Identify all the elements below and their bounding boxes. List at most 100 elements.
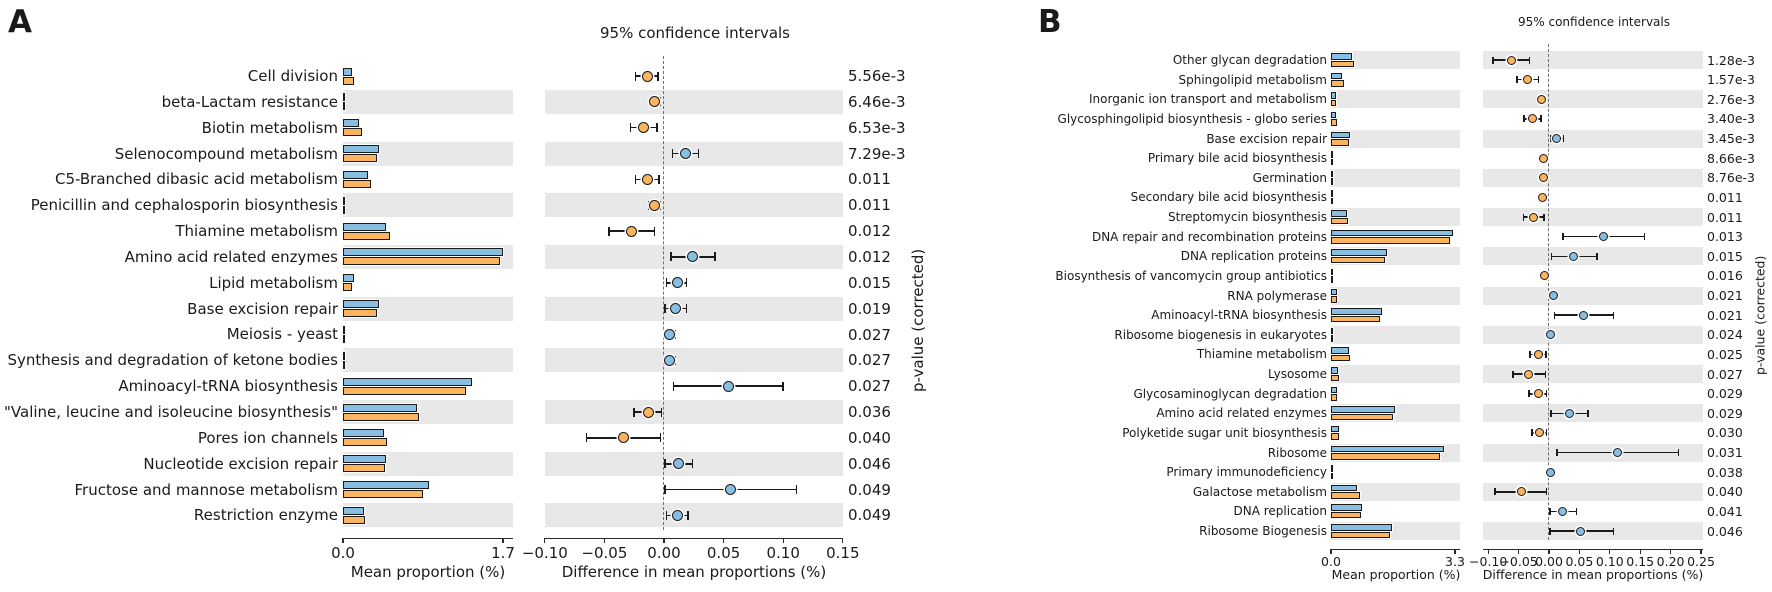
bar-group1 — [1331, 367, 1338, 374]
ci-cap-low — [1562, 233, 1564, 241]
p-value: 0.011 — [1707, 189, 1743, 205]
ci-cap-high — [1596, 252, 1598, 260]
bar-axis-tick — [342, 538, 344, 543]
p-value: 0.038 — [1707, 464, 1743, 480]
zero-line — [663, 56, 665, 530]
p-value: 0.027 — [848, 351, 891, 370]
bar-group1 — [343, 326, 345, 334]
ci-dot — [1536, 94, 1546, 104]
bar-group2 — [343, 76, 355, 85]
diff-axis-tick — [663, 538, 665, 543]
category-label: RNA polymerase — [1227, 288, 1327, 303]
diff-axis-tick-label: 0.10 — [1595, 554, 1624, 569]
p-value: 0.016 — [1707, 268, 1743, 284]
diff-axis-tick — [1578, 549, 1580, 554]
category-label: Fructose and mannose metabolism — [74, 480, 339, 499]
ci-cap-high — [1540, 115, 1542, 123]
ci-dot — [1506, 55, 1516, 65]
row-stripe-ci — [1483, 482, 1703, 501]
bar-group1 — [1331, 406, 1395, 413]
ci-dot — [1528, 114, 1538, 124]
row-stripe-bars — [1331, 208, 1460, 227]
ci-dot — [1539, 153, 1549, 163]
row-stripe-ci — [545, 348, 843, 373]
bar-group1 — [343, 274, 355, 283]
bar-group2 — [1331, 119, 1338, 126]
bar-group1 — [343, 481, 429, 490]
ci-dot — [1529, 212, 1539, 222]
row-stripe-bars — [1331, 129, 1460, 148]
diff-axis-tick — [1487, 549, 1489, 554]
bar-group2 — [1331, 394, 1338, 401]
bar-axis-tick — [1330, 549, 1332, 554]
ci-dot — [1538, 192, 1548, 202]
bar-group1 — [343, 170, 369, 179]
ci-cap-low — [633, 407, 635, 417]
bar-group2 — [343, 102, 345, 111]
ci-cap-low — [1515, 76, 1518, 84]
p-value: 0.021 — [1707, 288, 1743, 304]
bar-group2 — [343, 231, 391, 240]
row-stripe-bars — [1331, 286, 1460, 305]
ci-dot — [1613, 448, 1623, 458]
bar-group2 — [1331, 99, 1336, 107]
diff-axis-tick — [544, 538, 546, 543]
diff-axis-tick-label: 0.00 — [647, 544, 681, 562]
p-value: 0.011 — [1707, 209, 1743, 225]
ci-dot — [1539, 173, 1549, 183]
p-value: 1.28e-3 — [1707, 52, 1755, 68]
bar-group2 — [343, 464, 386, 473]
p-value: 7.29e-3 — [848, 144, 906, 163]
bar-group2 — [343, 128, 362, 137]
bar-group1 — [1331, 327, 1333, 335]
diff-axis-tick — [603, 538, 605, 543]
ci-cap-high — [687, 510, 689, 520]
bar-group1 — [343, 506, 364, 515]
row-stripe-ci — [545, 451, 843, 476]
ci-cap-high — [659, 200, 662, 210]
category-label: Biosynthesis of vancomycin group antibio… — [1055, 268, 1327, 283]
ci-dot — [671, 277, 683, 289]
bar-group2 — [343, 335, 345, 343]
row-stripe-ci — [1483, 90, 1703, 109]
bar-group2 — [343, 154, 377, 163]
bar-group1 — [1331, 170, 1333, 178]
ci-cap-high — [1612, 527, 1615, 535]
p-value: 1.57e-3 — [1707, 72, 1755, 88]
p-value: 0.031 — [1707, 445, 1743, 461]
category-label: Lysosome — [1268, 367, 1327, 382]
ci-cap-low — [1550, 135, 1552, 143]
ci-dot — [1539, 271, 1549, 281]
diff-axis-tick-label: −0.05 — [581, 544, 628, 562]
ci-cap-low — [608, 226, 610, 236]
panel-a-ci-title: 95% confidence intervals — [600, 24, 790, 42]
category-label: Other glycan degradation — [1172, 52, 1327, 67]
ci-dot — [1533, 389, 1543, 399]
bar-group2 — [1331, 296, 1337, 303]
diff-axis-tick — [1548, 549, 1550, 554]
ci-cap-high — [1545, 350, 1547, 358]
diff-axis-tick — [1518, 549, 1520, 554]
bar-axis-line — [1331, 549, 1460, 551]
row-stripe-bars — [343, 193, 513, 218]
ci-dot — [1598, 232, 1608, 242]
bar-group2 — [1331, 80, 1344, 87]
ci-dot — [1523, 75, 1533, 85]
p-value: 2.76e-3 — [1707, 91, 1755, 107]
row-stripe-ci — [1483, 129, 1703, 148]
category-label: Glycosphingolipid biosynthesis - globo s… — [1057, 111, 1327, 126]
category-label: Penicillin and cephalosporin biosynthesi… — [30, 196, 338, 215]
bar-group1 — [1331, 111, 1337, 119]
diff-axis-tick — [1639, 549, 1641, 554]
bar-group1 — [343, 67, 353, 76]
bar-group2 — [1331, 472, 1333, 480]
bar-group1 — [1331, 347, 1350, 354]
ci-cap-low — [664, 459, 666, 469]
category-label: Amino acid related enzymes — [1156, 406, 1327, 421]
bar-group2 — [343, 438, 388, 447]
row-stripe-bars — [1331, 365, 1460, 384]
ci-dot — [672, 458, 684, 470]
p-value: 6.53e-3 — [848, 118, 906, 137]
category-label: Primary immunodeficiency — [1166, 465, 1327, 480]
p-value: 0.027 — [848, 377, 891, 396]
